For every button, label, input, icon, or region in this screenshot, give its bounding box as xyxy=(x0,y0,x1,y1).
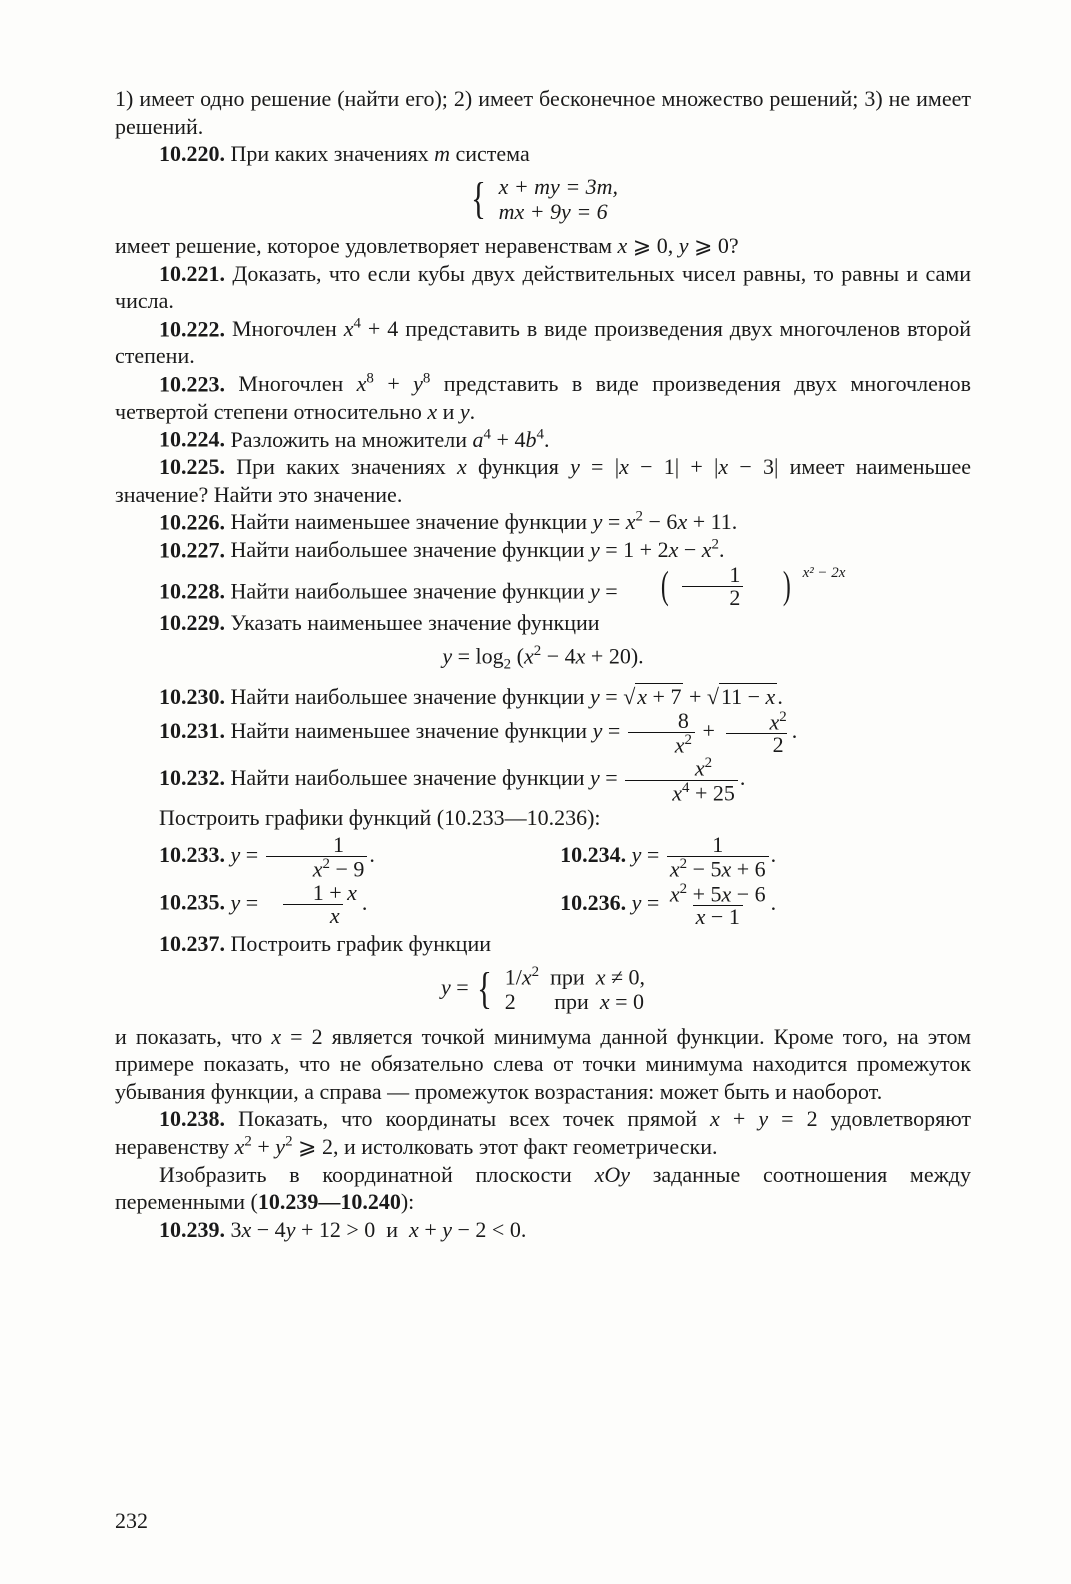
problem-10-239: 10.239. 3x − 4y + 12 > 0 и x + y − 2 < 0… xyxy=(115,1216,971,1244)
sys237-line2: 2 при x = 0 xyxy=(505,989,645,1014)
num-10-237: 10.237. xyxy=(159,931,225,956)
problem-10-238: 10.238. Показать, что координаты всех то… xyxy=(115,1105,971,1160)
num-10-224: 10.224. xyxy=(159,427,225,452)
row-233-234: 10.233. y = 1x2 − 9. 10.234. y = 1x2 − 5… xyxy=(115,834,971,880)
num-10-233: 10.233. xyxy=(159,842,225,867)
text-10-228: Найти наибольшее значение функции y = xyxy=(231,578,624,603)
problem-10-231: 10.231. Найти наименьшее значение функци… xyxy=(115,710,971,756)
problem-10-227: 10.227. Найти наибольшее значение функци… xyxy=(115,536,971,564)
num-10-223: 10.223. xyxy=(159,371,225,396)
num-10-238: 10.238. xyxy=(159,1106,225,1131)
num-10-234: 10.234. xyxy=(560,842,626,867)
text-10-231: Найти наименьшее значение функции y = xyxy=(231,718,626,743)
text-10-221: Доказать, что если кубы двух действитель… xyxy=(115,261,971,314)
after-220: имеет решение, которое удовлетворяет нер… xyxy=(115,232,971,260)
problem-10-220: 10.220. При каких значениях m система xyxy=(115,140,971,168)
row-235-236: 10.235. y = 1 + xx. 10.236. y = x2 + 5x … xyxy=(115,882,971,928)
sys237-line1: 1/x2 при x ≠ 0, xyxy=(505,964,645,990)
text-10-230: Найти наибольшее значение функции y = √x… xyxy=(231,683,783,709)
num-10-222: 10.222. xyxy=(159,316,225,341)
num-10-221: 10.221. xyxy=(159,261,225,286)
problem-10-236: 10.236. y = x2 + 5x − 6x − 1. xyxy=(560,882,971,928)
num-10-230: 10.230. xyxy=(159,684,225,709)
text-10-225: При каких значениях x функция y = |x − 1… xyxy=(115,454,971,507)
num-10-228: 10.228. xyxy=(159,578,225,603)
problem-10-235: 10.235. y = 1 + xx. xyxy=(115,882,526,928)
num-10-229: 10.229. xyxy=(159,610,225,635)
num-10-236: 10.236. xyxy=(560,890,626,915)
sys220-line2: mx + 9y = 6 xyxy=(499,199,619,224)
text-10-224: Разложить на множители a4 + 4b4. xyxy=(231,427,550,452)
brace-icon: { xyxy=(477,969,492,1009)
num-10-226: 10.226. xyxy=(159,509,225,534)
formula-229: y = log2 (x2 − 4x + 20). xyxy=(115,642,971,674)
text-10-232: Найти наибольшее значение функции y = xyxy=(231,765,624,790)
problem-10-225: 10.225. При каких значениях x функция y … xyxy=(115,453,971,508)
problem-10-232: 10.232. Найти наибольшее значение функци… xyxy=(115,756,971,804)
text-10-229: Указать наименьшее значение функции xyxy=(231,610,600,635)
text-10-227: Найти наибольшее значение функции y = 1 … xyxy=(231,537,725,562)
num-10-227: 10.227. xyxy=(159,537,225,562)
after-237: и показать, что x = 2 является точкой ми… xyxy=(115,1023,971,1106)
num-10-232: 10.232. xyxy=(159,765,225,790)
text-10-239: 3x − 4y + 12 > 0 и x + y − 2 < 0. xyxy=(231,1217,527,1242)
coord-header: Изобразить в координатной плоскости xOy … xyxy=(115,1161,971,1216)
problem-10-229: 10.229. Указать наименьшее значение функ… xyxy=(115,609,971,637)
text-10-223: Многочлен x8 + y8 представить в виде про… xyxy=(115,371,971,424)
num-10-235: 10.235. xyxy=(159,890,225,915)
intro-paragraph: 1) имеет одно решение (найти его); 2) им… xyxy=(115,85,971,140)
problem-10-226: 10.226. Найти наименьшее значение функци… xyxy=(115,508,971,536)
text-10-222: Многочлен x4 + 4 представить в виде прои… xyxy=(115,316,971,369)
plot-header: Построить графики функций (10.233—10.236… xyxy=(115,804,971,832)
exp-228: x² − 2x xyxy=(803,565,846,581)
problem-10-221: 10.221. Доказать, что если кубы двух дей… xyxy=(115,260,971,315)
problem-10-233: 10.233. y = 1x2 − 9. xyxy=(115,834,526,880)
problem-10-224: 10.224. Разложить на множители a4 + 4b4. xyxy=(115,425,971,453)
problem-10-223: 10.223. Многочлен x8 + y8 представить в … xyxy=(115,370,971,425)
text-10-226: Найти наименьшее значение функции y = x2… xyxy=(231,509,738,534)
num-10-239: 10.239. xyxy=(159,1217,225,1242)
problem-10-237: 10.237. Построить график функции xyxy=(115,930,971,958)
text-10-238: Показать, что координаты всех точек прям… xyxy=(115,1106,971,1159)
brace-icon: { xyxy=(471,179,486,219)
system-237: y = { 1/x2 при x ≠ 0, 2 при x = 0 xyxy=(115,964,971,1015)
sys220-line1: x + my = 3m, xyxy=(499,174,619,199)
problem-10-228: 10.228. Найти наибольшее значение функци… xyxy=(115,564,971,609)
problem-10-222: 10.222. Многочлен x4 + 4 представить в в… xyxy=(115,315,971,370)
page: 1) имеет одно решение (найти его); 2) им… xyxy=(0,0,1071,1584)
text-10-220: При каких значениях m система xyxy=(231,141,530,166)
problem-10-234: 10.234. y = 1x2 − 5x + 6. xyxy=(560,834,971,880)
page-number: 232 xyxy=(115,1507,148,1535)
num-10-220: 10.220. xyxy=(159,141,225,166)
num-10-225: 10.225. xyxy=(159,454,225,479)
text-10-237: Построить график функции xyxy=(231,931,492,956)
num-10-231: 10.231. xyxy=(159,718,225,743)
problem-10-230: 10.230. Найти наибольшее значение функци… xyxy=(115,683,971,711)
system-220: { x + my = 3m, mx + 9y = 6 xyxy=(115,174,971,225)
